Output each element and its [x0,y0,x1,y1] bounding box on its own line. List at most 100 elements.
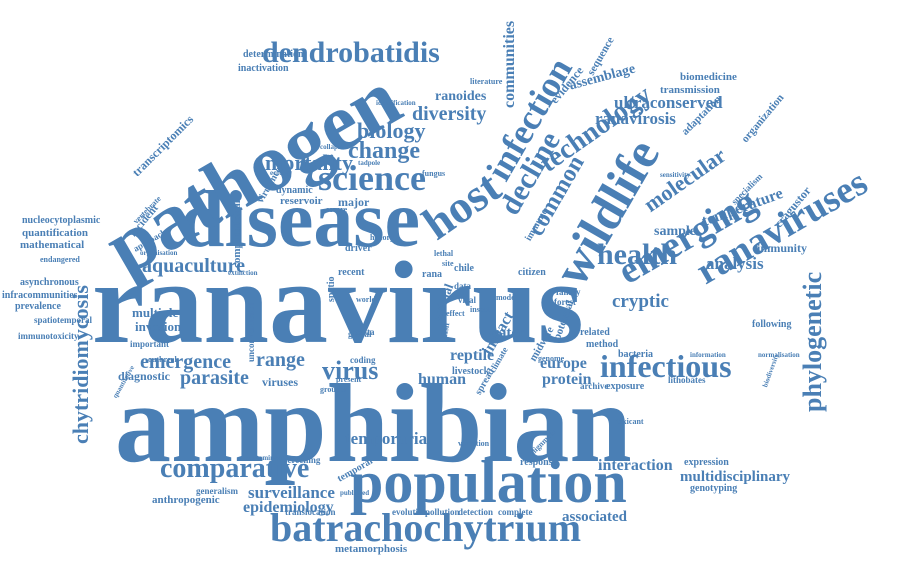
cloud-word: aquaculture [142,255,245,277]
cloud-word: following [752,319,792,330]
cloud-word: determination [243,49,304,60]
cloud-word: expression [684,457,729,468]
cloud-word: mortality [265,150,353,175]
cloud-word: present [336,375,362,384]
cloud-word: data [454,281,472,291]
cloud-word: biology [357,118,426,143]
cloud-word: protein [542,371,592,388]
cloud-word: ranavirus [92,237,584,368]
cloud-word: information [690,351,726,359]
cloud-word: epidemiology [243,499,334,516]
cloud-word: batrachochytrium [270,505,582,550]
cloud-word: anthropogenic [152,494,220,506]
cloud-word: organization [739,91,787,146]
cloud-word: genome [538,354,565,363]
cloud-word: complete [498,507,533,517]
cloud-word: variation [458,439,490,448]
cloud-word: fungus [422,169,446,178]
cloud-word: chile [454,263,474,274]
cloud-word: temporaria [345,429,428,448]
cloud-word: collapse [320,143,344,151]
cloud-word: model [496,293,517,302]
cloud-word: mathematical [20,239,85,251]
cloud-word: effect [446,309,465,318]
cloud-word: major [338,195,370,209]
cloud-word: citizen [518,267,546,278]
cloud-word: ranavirosis [595,109,676,128]
cloud-word: severe [326,205,348,214]
cloud-word: evolution [392,507,428,517]
cloud-word: translocation [285,507,336,517]
cloud-word: toxicant [616,417,644,426]
cloud-word: infectious [600,348,732,384]
cloud-word: multiple [132,305,179,320]
cloud-word: phylogenetic [798,271,827,412]
cloud-word: unconventional [246,302,256,362]
cloud-word: metamorphosis [335,543,408,555]
cloud-word: history [370,233,394,242]
cloud-word: literature [470,77,503,86]
cloud-word: transmission [660,84,720,96]
cloud-word: surveillance [248,483,335,502]
cloud-word: comparative [160,453,310,484]
cloud-word: coding [350,355,376,365]
cloud-word: exposure [606,381,645,392]
cloud-word: analysis [706,254,764,273]
cloud-word: endangered [40,255,80,264]
cloud-word: grouper [320,385,348,394]
cloud-word: inactivation [238,63,289,74]
cloud-word: method [586,339,619,350]
cloud-word: spatio [326,276,337,302]
cloud-word: europe [540,355,587,372]
cloud-word: related [580,327,610,338]
cloud-word: global [348,329,372,339]
cloud-word: dendrobatidis [262,36,440,69]
cloud-word: diversity [412,103,487,125]
cloud-word: disease [180,176,420,264]
cloud-word: screening [284,455,321,465]
cloud-word: cryptic [612,291,669,312]
cloud-word: range [256,349,305,371]
cloud-word: health [597,238,678,271]
cloud-word: prevalence [15,301,61,312]
cloud-word: chytridiomycosis [68,285,93,444]
cloud-word: computational [231,200,243,268]
cloud-word: site [442,259,454,268]
cloud-word: invasion [135,319,182,334]
cloud-word: reptile [450,347,495,364]
cloud-word: asynchronous [20,277,79,288]
cloud-word: extinction [228,269,258,277]
cloud-word: driver [345,243,372,254]
cloud-word: rana [422,269,442,280]
cloud-word: family [556,287,581,297]
cloud-word: population [350,449,627,515]
cloud-word: virus [322,356,379,385]
cloud-word: lethal [434,249,454,258]
cloud-word: archive [580,381,609,391]
cloud-word: change [348,138,420,164]
cloud-word: viruses [262,375,298,389]
cloud-word: emergence [140,351,232,373]
cloud-word: recent [338,267,365,278]
cloud-word: quantification [22,227,89,239]
cloud-word: generalism [196,486,238,496]
cloud-word: sample [654,224,696,239]
cloud-word: tadpole [358,159,381,167]
cloud-word: parasite [180,367,249,389]
cloud-word: immunotoxicity [18,331,79,341]
cloud-word: spatiotemporal [34,315,92,325]
cloud-word: pollution [425,507,460,517]
cloud-word: amphibian [115,362,632,486]
cloud-word: science [318,158,426,198]
cloud-word: important [130,339,169,349]
cloud-word: ecology [270,169,293,177]
cloud-word: lithobates [668,375,706,385]
cloud-word: livestock [452,366,490,377]
cloud-word: response [520,457,558,468]
cloud-word: multidisciplinary [680,469,791,485]
cloud-word: interaction [598,457,673,474]
cloud-word: ranoides [435,89,487,104]
cloud-word: outbreak [148,355,179,364]
cloud-word: identification [376,99,416,107]
